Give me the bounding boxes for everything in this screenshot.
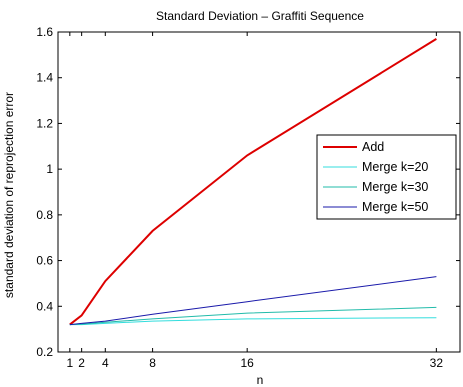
x-tick-label: 1 <box>66 356 73 370</box>
legend-entry-label: Merge k=20 <box>362 160 428 174</box>
x-tick-label: 16 <box>240 356 254 370</box>
x-tick-label: 32 <box>430 356 444 370</box>
y-tick-label: 1 <box>46 162 53 176</box>
y-tick-label: 0.8 <box>36 208 53 222</box>
y-axis-label: standard deviation of reprojection error <box>2 92 16 298</box>
chart-title: Standard Deviation – Graffiti Sequence <box>156 9 364 23</box>
x-tick-label: 4 <box>102 356 109 370</box>
y-tick-label: 0.6 <box>36 254 53 268</box>
x-axis-label: n <box>257 373 264 387</box>
y-tick-label: 0.2 <box>36 345 53 359</box>
y-tick-label: 0.4 <box>36 299 53 313</box>
y-tick-label: 1.6 <box>36 25 53 39</box>
x-tick-label: 2 <box>78 356 85 370</box>
legend-entry-label: Merge k=30 <box>362 180 428 194</box>
legend-entry-label: Add <box>362 140 384 154</box>
y-tick-label: 1.4 <box>36 71 53 85</box>
y-tick-label: 1.2 <box>36 116 53 130</box>
legend-entry-label: Merge k=50 <box>362 200 428 214</box>
legend: Add Merge k=20 Merge k=30 Merge k=50 <box>317 135 456 219</box>
x-tick-label: 8 <box>149 356 156 370</box>
